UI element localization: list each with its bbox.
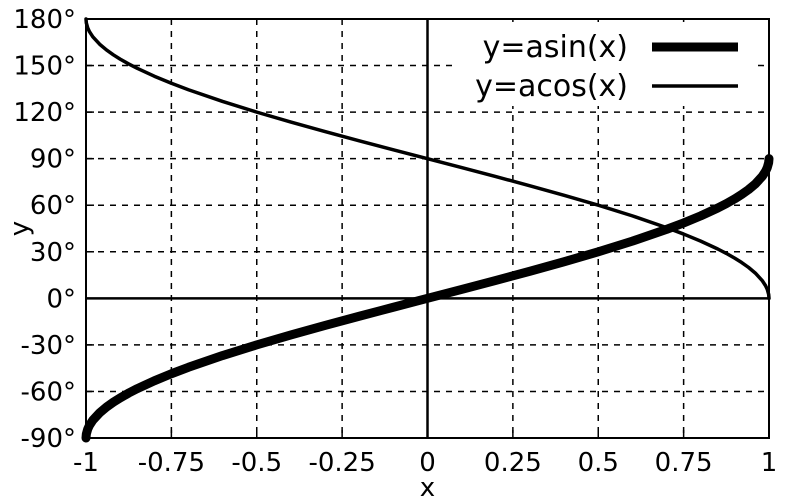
legend: y=asin(x) y=acos(x) (455, 22, 755, 106)
y-tick-label: 30° (30, 238, 76, 268)
x-tick-label: 0.75 (655, 448, 713, 478)
series-layer (81, 17, 774, 443)
x-tick-label: 1 (761, 448, 778, 478)
y-tick-label: 0° (46, 284, 76, 314)
y-tick-label: 90° (30, 145, 76, 175)
x-axis-title: x (420, 473, 435, 500)
x-tick-label: -1 (73, 448, 99, 478)
x-tick-label: 0.25 (484, 448, 542, 478)
legend-entry-asin: y=asin(x) (483, 30, 628, 65)
y-tick-label: 150° (13, 52, 76, 82)
legend-entry-acos: y=acos(x) (475, 69, 628, 104)
series-line-acos (84, 17, 771, 301)
x-tick-label: -0.25 (308, 448, 375, 478)
x-tick-label: -0.75 (138, 448, 205, 478)
y-tick-label: 60° (30, 191, 76, 221)
y-tick-label: 120° (13, 98, 76, 128)
y-axis-title: y (5, 221, 35, 236)
series-line-asin (81, 154, 774, 443)
y-tick-label: -90° (21, 424, 76, 454)
legend-background (455, 22, 755, 106)
tick-labels: -1 -0.75 -0.5 -0.25 0 0.25 0.5 0.75 1 -90° -60° -30… (13, 5, 777, 478)
y-tick-label: -30° (21, 331, 76, 361)
x-tick-label: -0.5 (231, 448, 282, 478)
x-tick-label: 0 (419, 448, 436, 478)
y-tick-label: 180° (13, 5, 76, 35)
y-tick-label: -60° (21, 377, 76, 407)
x-tick-label: 0.5 (578, 448, 619, 478)
